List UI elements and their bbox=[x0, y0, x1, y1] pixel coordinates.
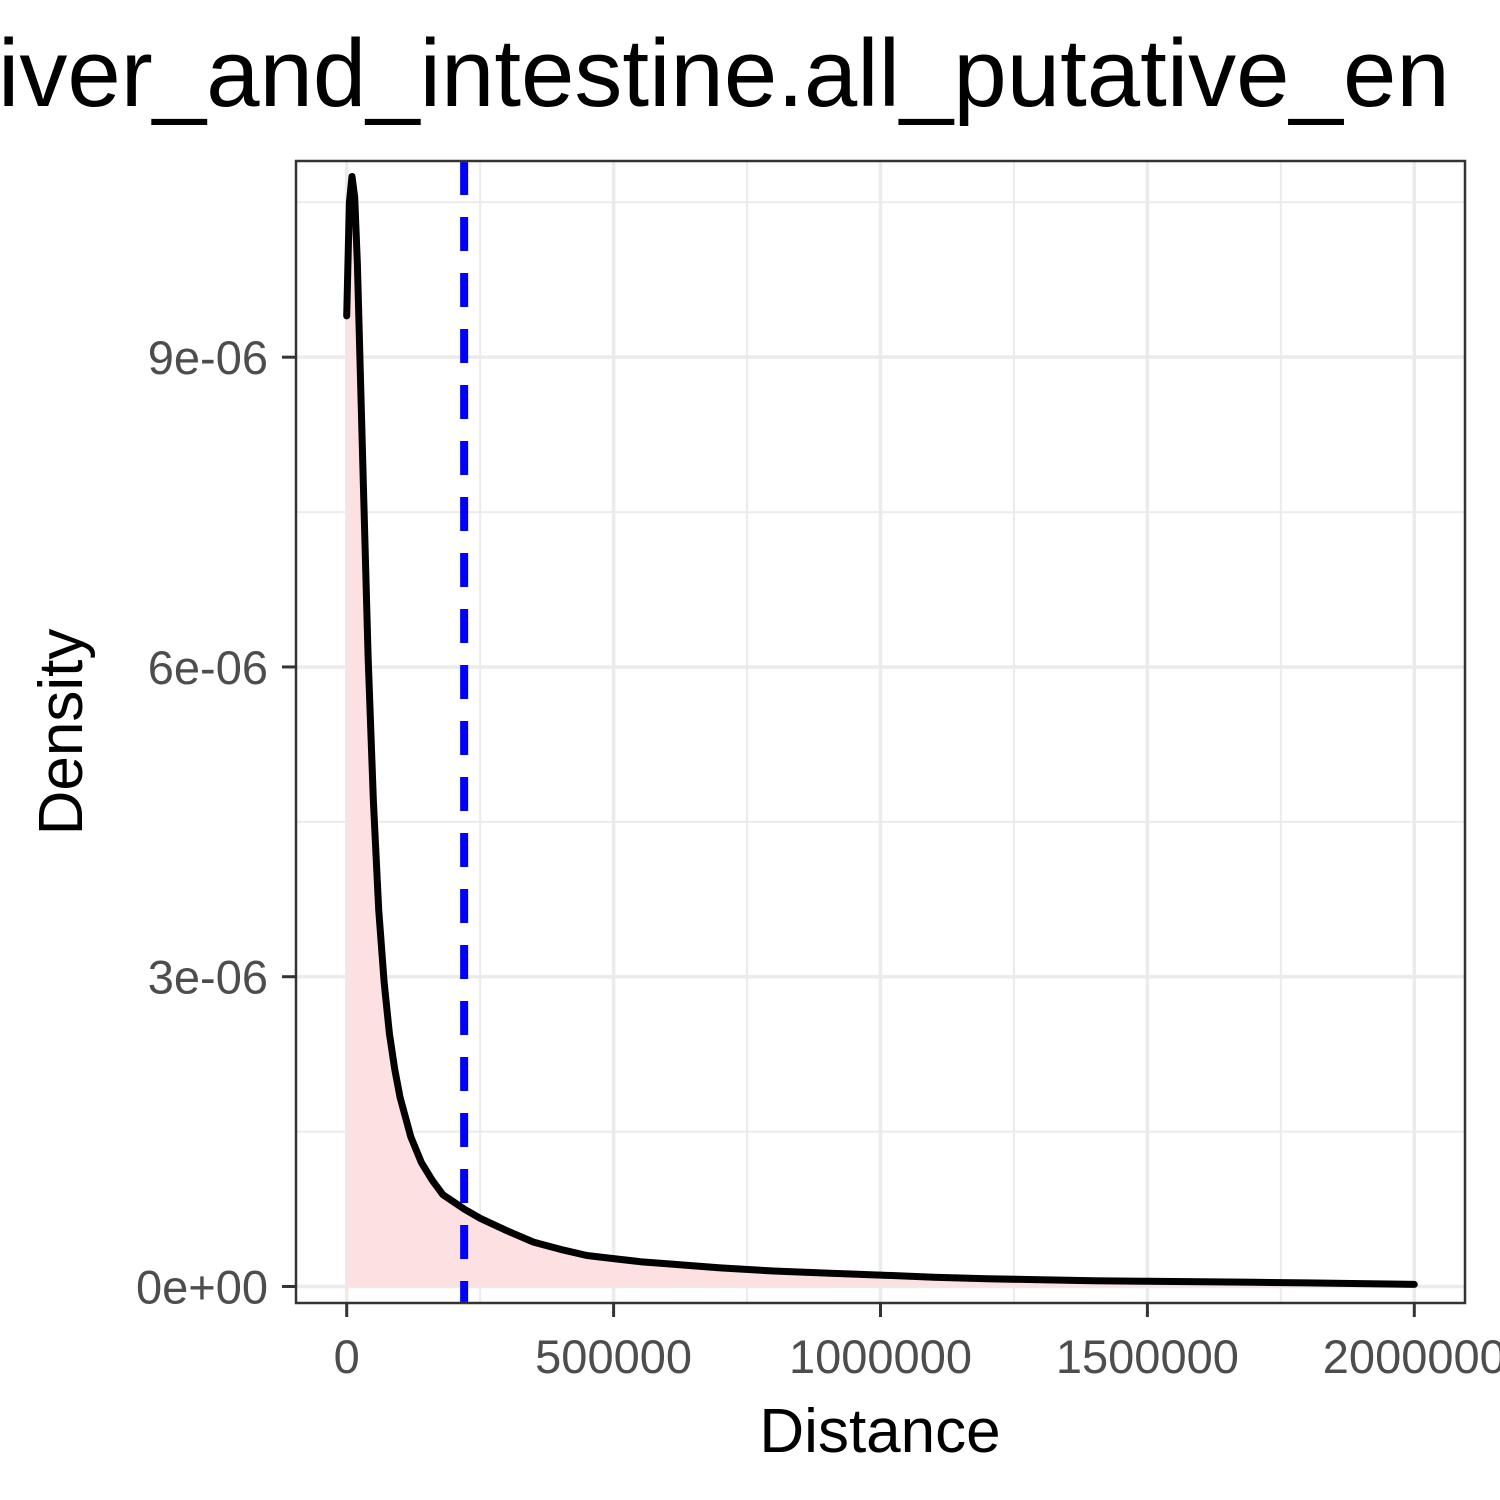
x-axis-title: Distance bbox=[759, 1397, 1000, 1466]
chart-title: iver_and_intestine.all_putative_en bbox=[0, 20, 1450, 127]
x-tick-label: 1500000 bbox=[1056, 1330, 1239, 1383]
x-axis: 0 500000 1000000 1500000 2000000 bbox=[334, 1303, 1500, 1383]
y-tick-label: 3e-06 bbox=[148, 951, 268, 1004]
x-tick-label: 500000 bbox=[535, 1330, 692, 1383]
y-tick-label: 9e-06 bbox=[148, 331, 268, 384]
y-tick-label: 0e+00 bbox=[136, 1260, 268, 1313]
y-tick-label: 6e-06 bbox=[148, 641, 268, 694]
y-axis: 0e+00 3e-06 6e-06 9e-06 bbox=[136, 331, 296, 1313]
x-tick-label: 2000000 bbox=[1323, 1330, 1500, 1383]
y-axis-title: Density bbox=[27, 629, 96, 836]
x-tick-label: 1000000 bbox=[789, 1330, 972, 1383]
plot-panel bbox=[296, 161, 1465, 1303]
x-tick-label: 0 bbox=[334, 1330, 360, 1383]
